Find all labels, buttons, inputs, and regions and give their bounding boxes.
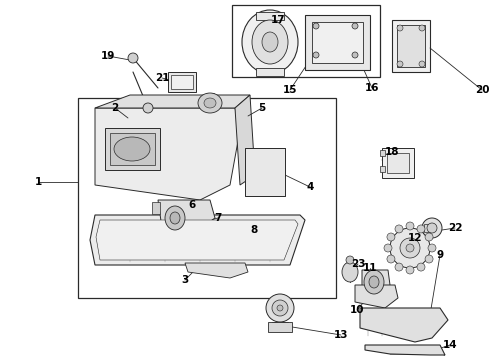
Text: 9: 9	[437, 250, 443, 260]
Polygon shape	[362, 270, 390, 295]
Text: 21: 21	[155, 73, 169, 83]
Polygon shape	[355, 285, 398, 308]
Ellipse shape	[417, 225, 425, 233]
Text: 17: 17	[270, 15, 285, 25]
Text: 20: 20	[475, 85, 489, 95]
Text: 8: 8	[250, 225, 258, 235]
Ellipse shape	[198, 93, 222, 113]
Ellipse shape	[427, 223, 437, 233]
Ellipse shape	[364, 270, 384, 294]
Ellipse shape	[387, 233, 395, 241]
Polygon shape	[90, 215, 305, 265]
Text: 16: 16	[365, 83, 379, 93]
Bar	[382, 148, 414, 178]
Ellipse shape	[204, 98, 216, 108]
Polygon shape	[158, 200, 215, 232]
Text: 18: 18	[385, 147, 399, 157]
Text: 15: 15	[283, 85, 297, 95]
Ellipse shape	[387, 255, 395, 263]
Bar	[268, 322, 292, 332]
Bar	[305, 15, 370, 70]
Polygon shape	[96, 220, 298, 260]
Ellipse shape	[352, 23, 358, 29]
Ellipse shape	[395, 225, 403, 233]
Ellipse shape	[406, 266, 414, 274]
Bar	[171, 75, 193, 89]
Polygon shape	[390, 348, 445, 355]
Bar	[380, 166, 385, 172]
Bar	[152, 202, 160, 214]
Text: 5: 5	[258, 103, 266, 113]
Ellipse shape	[400, 238, 420, 258]
Ellipse shape	[395, 263, 403, 271]
Ellipse shape	[143, 103, 153, 113]
Text: 12: 12	[408, 233, 422, 243]
Ellipse shape	[128, 53, 138, 63]
Text: 10: 10	[350, 305, 364, 315]
Bar	[392, 20, 430, 72]
Ellipse shape	[252, 20, 288, 64]
Bar	[168, 72, 196, 92]
Text: 6: 6	[188, 200, 196, 210]
Ellipse shape	[369, 276, 379, 288]
Ellipse shape	[242, 10, 298, 74]
Ellipse shape	[428, 244, 436, 252]
Ellipse shape	[313, 23, 319, 29]
Ellipse shape	[390, 228, 430, 268]
Ellipse shape	[170, 212, 180, 224]
Bar	[105, 128, 160, 170]
Ellipse shape	[313, 52, 319, 58]
Ellipse shape	[422, 218, 442, 238]
Text: 3: 3	[181, 275, 189, 285]
Polygon shape	[95, 108, 240, 200]
Bar	[387, 153, 409, 173]
Bar	[110, 133, 155, 165]
Ellipse shape	[419, 25, 425, 31]
Ellipse shape	[272, 300, 288, 316]
Text: 11: 11	[363, 263, 377, 273]
Ellipse shape	[346, 256, 354, 264]
Text: 13: 13	[334, 330, 348, 340]
Bar	[256, 12, 284, 20]
Bar	[256, 68, 284, 76]
Ellipse shape	[425, 255, 433, 263]
Bar	[245, 148, 285, 196]
Ellipse shape	[114, 137, 150, 161]
Ellipse shape	[425, 233, 433, 241]
Ellipse shape	[384, 244, 392, 252]
Text: 23: 23	[351, 259, 365, 269]
Bar	[424, 224, 430, 232]
Ellipse shape	[262, 32, 278, 52]
Ellipse shape	[397, 61, 403, 67]
Ellipse shape	[406, 244, 414, 252]
Bar	[380, 150, 385, 156]
Ellipse shape	[419, 61, 425, 67]
Text: 1: 1	[34, 177, 42, 187]
Text: 7: 7	[214, 213, 221, 223]
Polygon shape	[235, 95, 255, 185]
Text: 22: 22	[448, 223, 462, 233]
Ellipse shape	[417, 263, 425, 271]
Ellipse shape	[342, 262, 358, 282]
Ellipse shape	[406, 222, 414, 230]
Bar	[232, 5, 380, 77]
Text: 4: 4	[306, 182, 314, 192]
Text: 14: 14	[442, 340, 457, 350]
Text: 19: 19	[101, 51, 115, 61]
Bar	[312, 22, 363, 63]
Bar	[152, 220, 160, 230]
Text: 2: 2	[111, 103, 119, 113]
Ellipse shape	[266, 294, 294, 322]
Ellipse shape	[165, 206, 185, 230]
Polygon shape	[185, 263, 248, 278]
Bar	[78, 98, 336, 298]
Ellipse shape	[352, 52, 358, 58]
Bar	[397, 25, 425, 67]
Ellipse shape	[277, 305, 283, 311]
Polygon shape	[365, 345, 445, 355]
Ellipse shape	[397, 25, 403, 31]
Polygon shape	[360, 308, 448, 342]
Polygon shape	[95, 95, 250, 108]
